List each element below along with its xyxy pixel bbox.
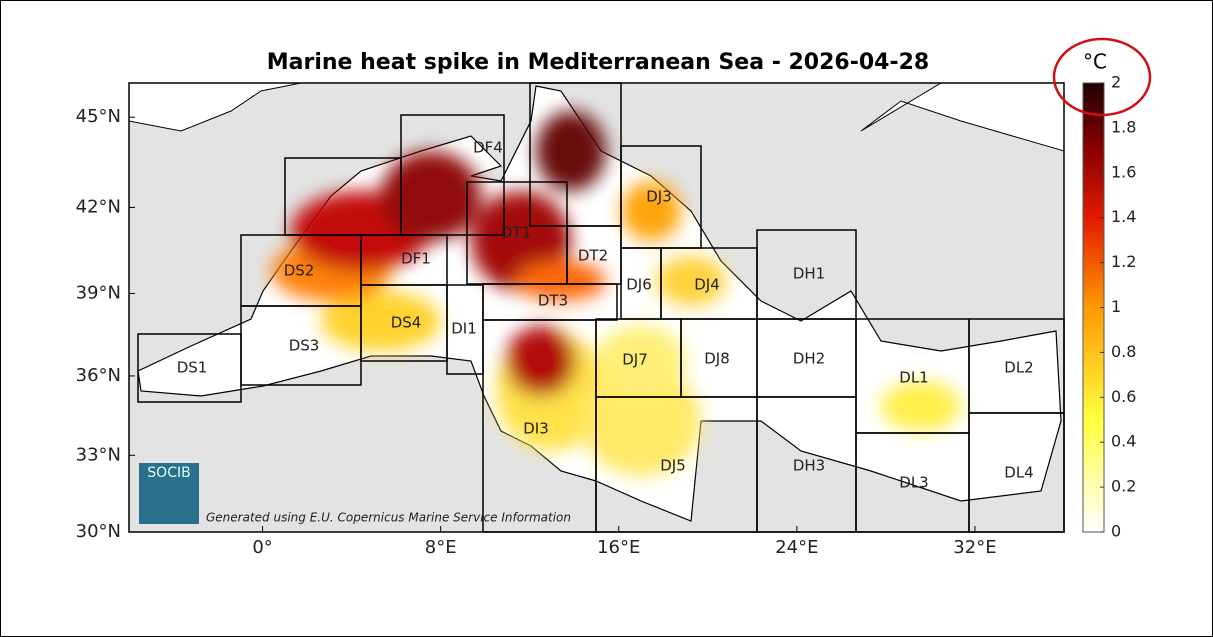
region-label: DL3 [899,474,928,492]
region-label: DJ7 [622,351,648,369]
region-boxes [137,82,1065,533]
colorbar-label: 0.8 [1111,342,1136,361]
region-label: DS3 [289,337,320,355]
region-label: DJ6 [626,276,652,294]
colorbar-unit: °C [1083,50,1107,74]
colorbar-label: 0.2 [1111,477,1136,496]
region-label: DL1 [899,369,928,387]
colorbar-label: 1.2 [1111,252,1136,271]
highlight-circle [1052,37,1152,117]
colorbar-label: 0.6 [1111,387,1136,406]
map-title: Marine heat spike in Mediterranean Sea -… [267,50,929,75]
region-label: DF4 [473,139,503,157]
lat-label: 45°N [76,106,121,127]
lat-label: 42°N [76,196,121,217]
region-label: DI3 [523,420,549,438]
colorbar-label: 2 [1111,73,1121,92]
lon-label: 0° [252,537,272,558]
region-label: DT1 [501,224,531,242]
lon-label: 24°E [775,537,818,558]
region-label: DF1 [401,250,431,268]
plot-frame [128,82,1065,533]
lon-label: 32°E [953,537,996,558]
region-label: DH3 [793,457,825,475]
colorbar-label: 0.4 [1111,432,1136,451]
colorbar-label: 0 [1111,522,1121,541]
region-label: DS4 [391,314,422,332]
colorbar-label: 1.8 [1111,117,1136,136]
colorbar-label: 1 [1111,297,1121,316]
colorbar-label: 1.6 [1111,162,1136,181]
region-label: DL4 [1004,464,1033,482]
colorbar-label: 1.4 [1111,207,1136,226]
logo-text: SOCIB [147,465,190,481]
region-label: DS1 [177,359,208,377]
region-label: DS2 [284,262,315,280]
region-label: DJ8 [704,350,730,368]
region-label: DH1 [793,265,825,283]
region-label: DT3 [538,292,568,310]
region-labels: DS1 DS3 DS2 DS4 DF1 DF4 DT1 DT2 DT3 DI1 DJ3 DJ6 DJ4 D… [177,139,1034,492]
region-label: DL2 [1004,359,1033,377]
lon-label: 8°E [425,537,457,558]
region-label: DI1 [451,320,477,338]
logo-box [139,463,199,524]
region-label: DJ5 [660,457,686,475]
region-label: DJ3 [646,188,672,206]
region-label: DT2 [578,247,608,265]
region-label: DH2 [793,350,825,368]
lat-label: 33°N [76,444,121,465]
lon-label: 16°E [597,537,640,558]
lat-label: 36°N [76,365,121,386]
lat-label: 30°N [76,521,121,542]
lat-label: 39°N [76,282,121,303]
credit: Generated using E.U. Copernicus Marine S… [206,511,571,525]
region-label: DJ4 [694,276,720,294]
